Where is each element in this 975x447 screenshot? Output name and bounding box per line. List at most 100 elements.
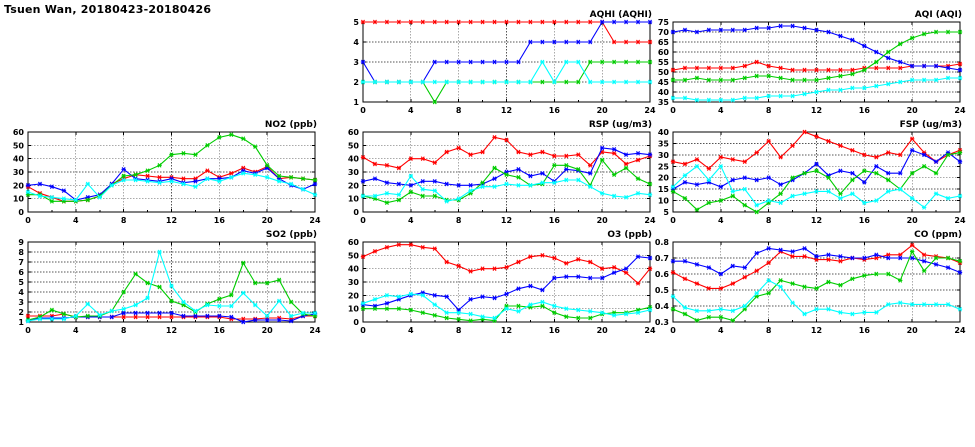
y-tick-label: 60: [13, 128, 25, 137]
series-markers-cyan: [360, 173, 653, 204]
x-tick-label: 0: [670, 216, 676, 225]
y-tick-label: 40: [658, 88, 670, 97]
series-line-blue: [672, 25, 961, 71]
plot-area-fsp: 5 10 15 20 25 30 35 40 0 4 8 12 16 20 24: [658, 128, 966, 225]
series-markers-green: [670, 29, 963, 83]
y-tick-label: 1: [353, 98, 359, 107]
y-tick-label: 0.6: [655, 270, 670, 279]
y-tick-label: 50: [348, 251, 360, 260]
chart-panel-aqi: AQI (AQI) 35 40 45 50 55 60 65 70 75 0 4 8 12 16 20 24: [645, 10, 970, 122]
series-markers-red: [360, 135, 653, 171]
y-tick-label: 5: [18, 278, 24, 287]
series-markers-cyan: [25, 249, 318, 324]
x-tick-label: 0: [360, 106, 366, 115]
x-tick-label: 16: [214, 326, 226, 335]
y-tick-label: 0.5: [655, 286, 670, 295]
y-tick-label: 50: [13, 141, 25, 150]
y-tick-label: 75: [658, 18, 670, 27]
x-tick-label: 24: [644, 326, 656, 335]
plot-area-o3: 0 10 20 30 40 50 60 0 4 8 12 16 20 24: [348, 238, 656, 335]
x-tick-label: 4: [718, 326, 724, 335]
plot-frame: [672, 21, 961, 103]
x-tick-label: 4: [73, 216, 79, 225]
y-tick-label: 0.8: [655, 238, 670, 247]
y-tick-label: 4: [353, 38, 359, 47]
y-tick-label: 2: [353, 78, 359, 87]
y-tick-label: 60: [348, 128, 360, 137]
chart-panel-no2: NO2 (ppb) 0 10 20 30 40 50 60 0 4 8 12 16 20 24: [0, 120, 325, 232]
x-tick-label: 8: [456, 106, 462, 115]
x-tick-label: 12: [501, 106, 512, 115]
chart-panel-rsp: RSP (ug/m3) 0 10 20 30 40 50 60 0 4 8 12 16 20 24: [335, 120, 660, 232]
y-tick-label: 4: [18, 288, 24, 297]
x-tick-label: 24: [644, 216, 656, 225]
series-markers-cyan: [670, 75, 963, 103]
x-tick-label: 8: [121, 326, 127, 335]
y-tick-label: 20: [658, 174, 670, 183]
chart-panel-co: CO (ppm) 0.3 0.4 0.5 0.6 0.7 0.8 0 4 8 12 16 20 24: [645, 230, 970, 342]
y-tick-label: 0: [353, 318, 359, 327]
y-tick-label: 2: [18, 308, 24, 317]
x-tick-label: 4: [408, 326, 414, 335]
x-tick-label: 0: [670, 326, 676, 335]
y-tick-label: 55: [658, 58, 670, 67]
series-markers-blue: [670, 23, 963, 73]
x-tick-label: 12: [811, 216, 822, 225]
y-tick-label: 10: [658, 197, 670, 206]
y-tick-label: 0.4: [655, 302, 670, 311]
x-tick-label: 0: [360, 326, 366, 335]
x-tick-label: 20: [907, 106, 919, 115]
x-tick-label: 8: [121, 216, 127, 225]
x-tick-label: 20: [597, 106, 609, 115]
y-tick-label: 25: [658, 162, 670, 171]
x-tick-label: 16: [214, 216, 226, 225]
y-tick-label: 50: [658, 68, 670, 77]
x-tick-label: 0: [25, 216, 31, 225]
chart-panel-fsp: FSP (ug/m3) 5 10 15 20 25 30 35 40 0 4 8 12 16 20 24: [645, 120, 970, 232]
x-tick-label: 0: [670, 106, 676, 115]
y-tick-label: 5: [663, 208, 669, 217]
chart-title-so2: SO2 (ppb): [265, 230, 317, 240]
x-tick-label: 8: [766, 326, 772, 335]
x-tick-label: 24: [309, 216, 321, 225]
series-markers-cyan: [670, 163, 963, 210]
y-tick-label: 6: [18, 268, 24, 277]
chart-title-aqhi: AQHI (AQHI): [589, 10, 652, 20]
y-tick-label: 35: [658, 139, 670, 148]
x-tick-label: 0: [25, 326, 31, 335]
x-tick-label: 20: [907, 216, 919, 225]
series-line-cyan: [363, 175, 651, 202]
x-tick-label: 20: [262, 216, 274, 225]
y-tick-label: 15: [658, 185, 670, 194]
y-tick-label: 1: [18, 318, 24, 327]
series-markers-cyan: [360, 59, 653, 85]
plot-frame: [362, 131, 651, 213]
plot-area-no2: 0 10 20 30 40 50 60 0 4 8 12 16 20 24: [13, 128, 321, 225]
y-tick-label: 20: [13, 181, 25, 190]
plot-frame: [672, 131, 961, 213]
y-tick-label: 30: [658, 151, 670, 160]
y-tick-label: 0: [353, 208, 359, 217]
x-tick-label: 20: [597, 326, 609, 335]
y-tick-label: 65: [658, 38, 670, 47]
plot-area-rsp: 0 10 20 30 40 50 60 0 4 8 12 16 20 24: [348, 128, 656, 225]
y-tick-label: 45: [658, 78, 670, 87]
series-markers-cyan: [670, 278, 963, 317]
y-tick-label: 0.7: [655, 254, 669, 263]
chart-panel-o3: O3 (ppb) 0 10 20 30 40 50 60 0 4 8 12 16 20 24: [335, 230, 660, 342]
x-tick-label: 12: [501, 216, 512, 225]
y-tick-label: 10: [13, 195, 25, 204]
y-tick-label: 3: [353, 58, 359, 67]
x-tick-label: 8: [766, 106, 772, 115]
y-tick-label: 40: [658, 128, 670, 137]
y-tick-label: 30: [348, 278, 360, 287]
x-tick-label: 16: [549, 106, 561, 115]
y-tick-label: 10: [348, 195, 360, 204]
x-tick-label: 24: [954, 216, 966, 225]
x-tick-label: 4: [718, 106, 724, 115]
y-tick-label: 8: [18, 248, 24, 257]
x-tick-label: 24: [644, 106, 656, 115]
x-tick-label: 20: [907, 326, 919, 335]
y-tick-label: 20: [348, 181, 360, 190]
